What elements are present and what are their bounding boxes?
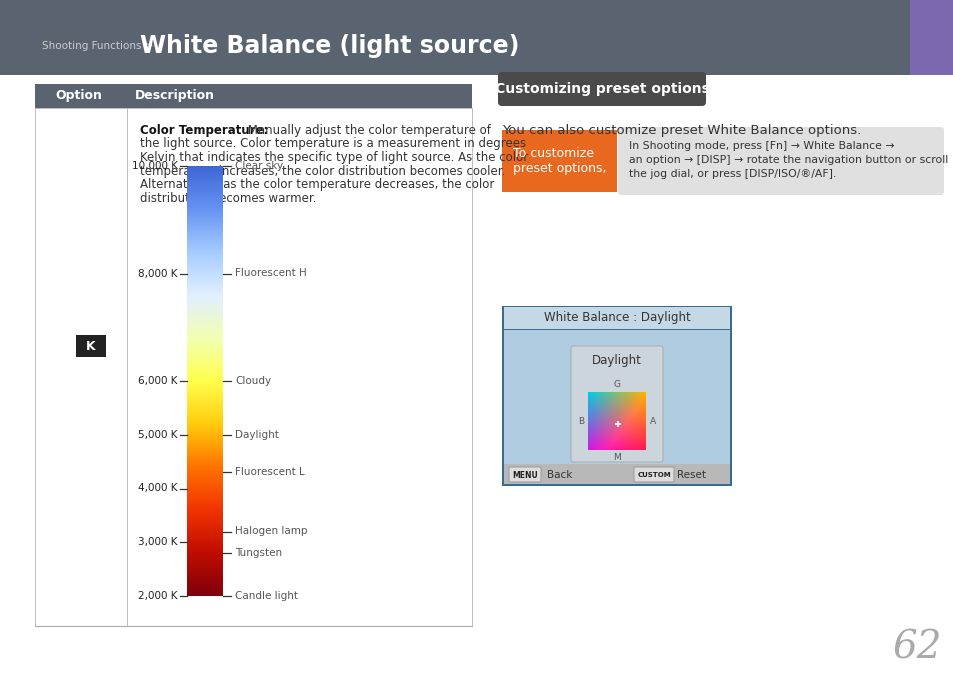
Text: the jog dial, or press [DISP/ISO/®/AF].: the jog dial, or press [DISP/ISO/®/AF]. [628, 169, 836, 179]
Bar [35, 108, 472, 626]
Text: the light source. Color temperature is a measurement in degrees: the light source. Color temperature is a… [140, 137, 525, 151]
Bar [501, 130, 617, 192]
Text: Option: Option [55, 89, 102, 103]
Text: 2,000 K: 2,000 K [138, 591, 178, 601]
Text: White Balance : Daylight: White Balance : Daylight [543, 312, 690, 324]
Text: Color Temperature:: Color Temperature: [140, 124, 268, 137]
Text: To customize
preset options,: To customize preset options, [512, 147, 605, 175]
Text: Fluorescent H: Fluorescent H [234, 268, 307, 279]
Text: Fluorescent L: Fluorescent L [234, 467, 304, 477]
Text: 8,000 K: 8,000 K [138, 268, 178, 279]
Text: CUSTOM: CUSTOM [637, 472, 670, 478]
Text: Daylight: Daylight [234, 430, 278, 440]
Text: You can also customize preset White Balance options.: You can also customize preset White Bala… [501, 124, 861, 137]
Text: Back: Back [546, 470, 572, 480]
Text: 6,000 K: 6,000 K [138, 376, 178, 386]
FancyBboxPatch shape [509, 467, 540, 482]
Text: temperature increases, the color distribution becomes cooler.: temperature increases, the color distrib… [140, 164, 505, 178]
Bar [501, 306, 731, 486]
FancyBboxPatch shape [76, 335, 106, 357]
Text: Manually adjust the color temperature of: Manually adjust the color temperature of [244, 124, 491, 137]
Text: 4,000 K: 4,000 K [138, 483, 178, 493]
FancyBboxPatch shape [571, 346, 662, 462]
Text: G: G [613, 380, 619, 389]
Text: A: A [649, 416, 656, 425]
Text: Alternatively, as the color temperature decreases, the color: Alternatively, as the color temperature … [140, 178, 494, 191]
Text: B: B [578, 416, 583, 425]
Text: Kelvin that indicates the specific type of light source. As the color: Kelvin that indicates the specific type … [140, 151, 528, 164]
Text: White Balance (light source): White Balance (light source) [140, 34, 518, 58]
Text: distribution becomes warmer.: distribution becomes warmer. [140, 191, 316, 205]
Text: 62: 62 [892, 629, 942, 667]
Text: Tungsten: Tungsten [234, 548, 282, 558]
Text: Clear sky: Clear sky [234, 161, 283, 171]
Bar [503, 307, 729, 329]
Text: M: M [613, 453, 620, 462]
Text: MENU: MENU [512, 470, 537, 479]
Text: Customizing preset options: Customizing preset options [494, 82, 709, 96]
Bar [35, 84, 472, 108]
FancyBboxPatch shape [634, 467, 673, 482]
FancyBboxPatch shape [618, 127, 943, 195]
Text: 3,000 K: 3,000 K [138, 537, 178, 548]
Text: an option → [DISP] → rotate the navigation button or scroll: an option → [DISP] → rotate the navigati… [628, 155, 947, 165]
Bar [503, 330, 729, 464]
Text: Cloudy: Cloudy [234, 376, 271, 386]
Text: Description: Description [135, 89, 214, 103]
FancyBboxPatch shape [497, 72, 705, 106]
Bar [503, 464, 729, 484]
Text: Halogen lamp: Halogen lamp [234, 527, 307, 537]
Text: Reset: Reset [677, 470, 705, 480]
Text: 10,000 K: 10,000 K [132, 161, 178, 171]
Text: Daylight: Daylight [592, 354, 641, 367]
Text: Shooting Functions >: Shooting Functions > [42, 41, 153, 51]
Text: In Shooting mode, press [Fn] → White Balance →: In Shooting mode, press [Fn] → White Bal… [628, 141, 894, 151]
Text: 5,000 K: 5,000 K [138, 430, 178, 440]
Bar [0, 0, 953, 75]
Text: Candle light: Candle light [234, 591, 297, 601]
Bar [909, 0, 953, 75]
Text: K: K [86, 339, 95, 352]
